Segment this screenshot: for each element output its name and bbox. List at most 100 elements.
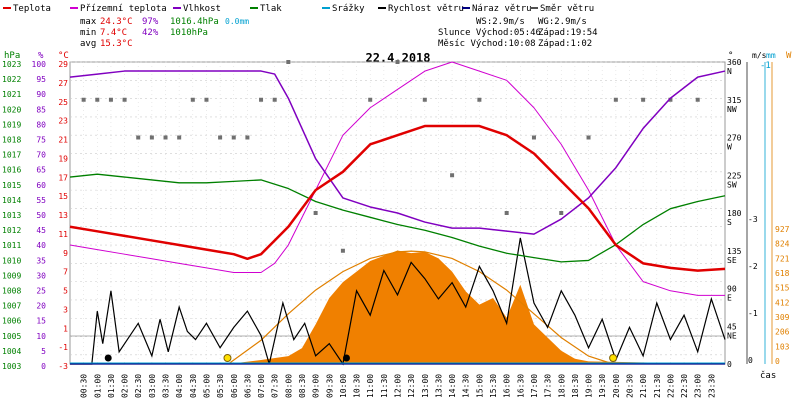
w-tick: 206 xyxy=(775,328,790,337)
time-tick: 19:00 xyxy=(585,374,594,398)
sun-rise-marker xyxy=(223,354,232,362)
time-tick: 21:30 xyxy=(653,374,662,398)
time-tick: 19:30 xyxy=(598,374,607,398)
pct-tick: 70 xyxy=(36,151,46,160)
hpa-tick: 1023 xyxy=(2,60,21,69)
c-tick: 11 xyxy=(58,230,68,239)
hpa-tick: 1011 xyxy=(2,241,21,250)
c-tick: 19 xyxy=(58,154,68,163)
wind-dir-point xyxy=(259,97,264,102)
moon-set: Západ:1:02 xyxy=(538,39,592,49)
axis-title-hpa: hPa xyxy=(4,51,20,61)
pct-tick: 25 xyxy=(36,287,46,296)
wind-dir-point xyxy=(177,135,182,140)
pct-tick: 20 xyxy=(36,302,46,311)
sun-set: Západ:19:54 xyxy=(538,28,598,38)
wind-dir-point xyxy=(81,97,86,102)
stats-max-temp: 24.3°C xyxy=(100,17,133,27)
time-tick: 09:30 xyxy=(325,374,334,398)
wind-dir-point xyxy=(340,248,345,253)
pct-tick: 60 xyxy=(36,181,46,190)
hpa-tick: 1010 xyxy=(2,256,21,265)
wind-dir-point xyxy=(559,211,564,215)
c-tick: 27 xyxy=(58,79,68,88)
dir-tick: 135 xyxy=(727,247,742,256)
stats-min-label: min xyxy=(80,28,96,38)
hpa-tick: 1015 xyxy=(2,181,21,190)
ms-top-label: -1 xyxy=(760,61,771,71)
stats-block: max 24.3°C 97% 1016.4hPa 0.0mm min 7.4°C… xyxy=(80,17,249,49)
stats-avg-temp: 15.3°C xyxy=(100,39,133,49)
series-layer xyxy=(69,60,726,366)
astro-block: WS:2.9m/s WG:2.9m/s Slunce Východ:05:46 … xyxy=(438,17,598,49)
legend-label-6: Náraz větru xyxy=(472,4,532,14)
legend-label-3: Tlak xyxy=(260,4,282,14)
ms-tick: -3 xyxy=(748,215,758,224)
hpa-tick: 1020 xyxy=(2,105,21,114)
moon-rise-marker xyxy=(342,354,350,362)
time-tick: 06:00 xyxy=(230,374,239,398)
wind-speed-readout: WS:2.9m/s xyxy=(476,17,525,27)
stats-max-press: 1016.4hPa xyxy=(170,17,219,27)
wind-dir-point xyxy=(477,97,482,102)
wind-dir-point xyxy=(531,135,536,140)
time-tick: 20:30 xyxy=(625,374,634,398)
wind-gust-readout: WG:2.9m/s xyxy=(538,17,587,27)
time-tick: 06:30 xyxy=(243,374,252,398)
time-tick: 18:00 xyxy=(557,374,566,398)
wind-dir-point xyxy=(504,211,509,215)
wind-dir-point xyxy=(668,97,673,102)
stats-max-rain: 0.0mm xyxy=(225,17,249,26)
dir-letter: E xyxy=(727,294,732,303)
pct-tick: 50 xyxy=(36,211,46,220)
axis-title-c: °C xyxy=(58,51,69,61)
hpa-tick: 1012 xyxy=(2,226,21,235)
c-tick: 5 xyxy=(63,287,68,296)
dir-letter: S xyxy=(727,218,732,227)
dir-tick: 270 xyxy=(727,134,742,143)
legend-label-0: Teplota xyxy=(13,4,51,14)
time-tick: 08:30 xyxy=(298,374,307,398)
stats-min-hum: 42% xyxy=(142,28,159,38)
wind-dir-point xyxy=(136,135,141,140)
solar-area xyxy=(70,250,725,364)
hpa-tick: 1006 xyxy=(2,317,21,326)
pct-tick: 30 xyxy=(36,271,46,280)
time-tick: 15:00 xyxy=(475,374,484,398)
time-tick: 11:30 xyxy=(380,374,389,398)
dir-letter: NW xyxy=(727,105,737,114)
wind-dir-point xyxy=(122,97,127,102)
pct-tick: 95 xyxy=(36,75,46,84)
dir-tick: 315 xyxy=(727,96,742,105)
wind-dir-point xyxy=(190,97,195,102)
wind-dir-point xyxy=(641,97,646,102)
pct-tick: 0 xyxy=(41,362,46,371)
dir-tick: 360 xyxy=(727,58,742,67)
sun-set-marker xyxy=(609,354,618,362)
wind-dir-point xyxy=(149,135,154,140)
wind-dir-point xyxy=(231,135,236,140)
w-tick: 0 xyxy=(775,357,780,366)
w-tick: 618 xyxy=(775,269,790,278)
c-tick: -3 xyxy=(58,362,68,371)
w-tick: 515 xyxy=(775,284,790,293)
axis-title-deg: ° xyxy=(728,51,733,61)
time-tick: 07:00 xyxy=(257,374,266,398)
time-tick: 03:00 xyxy=(148,374,157,398)
wind-dir-point xyxy=(272,97,277,102)
time-tick: 01:00 xyxy=(93,374,102,398)
stats-max-label: max xyxy=(80,17,97,27)
time-tick: 02:30 xyxy=(134,374,143,398)
hpa-tick: 1007 xyxy=(2,302,21,311)
wind-dir-point xyxy=(422,97,427,102)
pct-tick: 75 xyxy=(36,136,46,145)
pct-tick: 55 xyxy=(36,196,46,205)
axis-title-w: W xyxy=(786,51,792,61)
time-tick: 17:00 xyxy=(530,374,539,398)
time-tick: 03:30 xyxy=(162,374,171,398)
wind-dir-point xyxy=(218,135,223,140)
time-tick: 12:00 xyxy=(394,374,403,398)
wind-dir-point xyxy=(286,60,291,64)
c-tick: 13 xyxy=(58,211,68,220)
wind-dir-point xyxy=(95,97,100,102)
